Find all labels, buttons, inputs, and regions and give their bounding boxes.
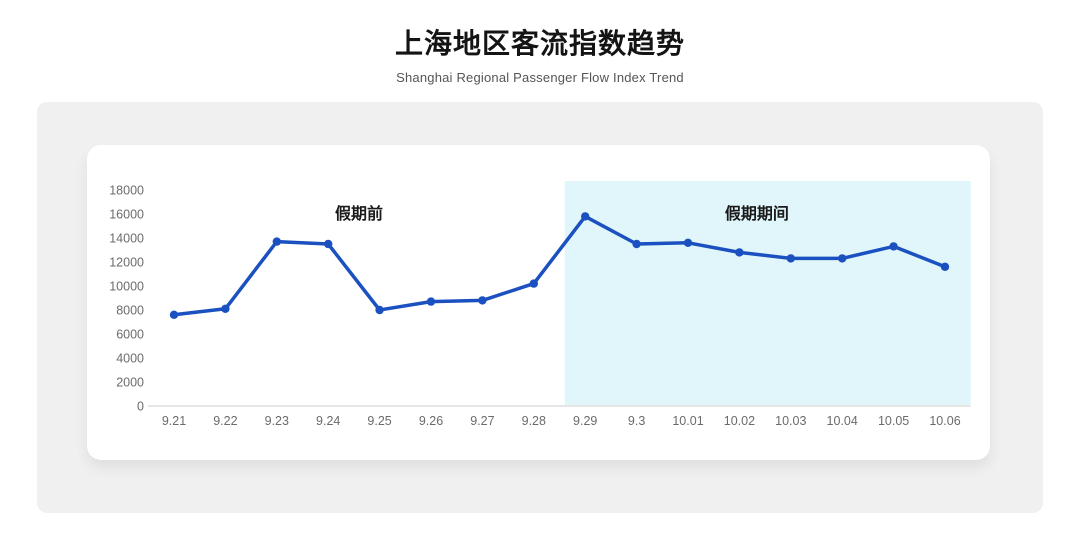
x-axis-tick-label: 9.23 (265, 414, 289, 428)
data-point (324, 239, 333, 249)
x-axis-tick-label: 9.29 (573, 414, 597, 428)
trend-line (172, 214, 947, 317)
y-axis-tick-label: 0 (137, 400, 144, 414)
data-point (786, 254, 795, 263)
data-point (529, 279, 538, 288)
x-axis-tick-label: 9.25 (367, 414, 391, 428)
x-axis-tick-label: 10.06 (929, 414, 960, 428)
x-axis-tick-label: 10.04 (827, 414, 858, 428)
x-axis-tick-label: 10.03 (775, 414, 806, 428)
chart-header: 上海地区客流指数趋势 Shanghai Regional Passenger F… (0, 22, 1080, 85)
holiday-highlight-region (564, 181, 971, 405)
x-axis-tick-label: 9.28 (522, 414, 546, 428)
passenger-flow-line-chart: 0 2000 4000 6000 8000 10000 12000 14000 16000 180… (109, 181, 971, 428)
y-axis-tick-label: 16000 (109, 208, 144, 222)
data-point (581, 212, 590, 221)
data-point (478, 296, 487, 305)
y-axis-tick-label: 10000 (109, 280, 144, 294)
data-point (221, 304, 230, 313)
data-point (838, 254, 847, 263)
y-axis-tick-label: 4000 (116, 352, 144, 366)
region-annotation-label: 假期前 (335, 204, 383, 223)
page-title: 上海地区客流指数趋势 (394, 28, 685, 59)
y-axis-tick-label: 18000 (109, 184, 144, 198)
data-point (169, 310, 179, 319)
x-axis-tick-label: 9.21 (162, 414, 186, 428)
x-axis-tick-label: 10.01 (672, 414, 703, 428)
data-point (426, 297, 436, 306)
data-point (375, 305, 384, 315)
x-axis-tick-label: 9.24 (316, 414, 340, 428)
x-axis-tick-label: 9.27 (470, 414, 494, 428)
x-axis-tick-label: 10.05 (878, 414, 909, 428)
y-axis-tick-label: 12000 (109, 256, 144, 270)
data-point (735, 248, 744, 257)
x-axis-tick-label: 9.26 (419, 414, 443, 428)
data-point (889, 242, 898, 251)
y-axis-tick-label: 2000 (116, 376, 144, 390)
data-point (940, 262, 950, 271)
y-axis-tick-label: 8000 (116, 304, 144, 318)
chart-card: 0 2000 4000 6000 8000 10000 12000 14000 16000 180… (87, 145, 990, 460)
x-axis-tick-label: 9.3 (628, 414, 645, 428)
data-point (272, 237, 281, 246)
x-axis-tick-label: 9.22 (213, 414, 237, 428)
data-point (683, 238, 693, 247)
data-point (632, 239, 641, 249)
x-axis-tick-label: 10.02 (724, 414, 755, 428)
y-axis-tick-label: 14000 (109, 232, 144, 246)
page-subtitle: Shanghai Regional Passenger Flow Index T… (396, 70, 684, 85)
chart-panel: 0 2000 4000 6000 8000 10000 12000 14000 16000 180… (37, 102, 1043, 513)
region-annotation-label: 假期期间 (725, 204, 789, 223)
y-axis-tick-label: 6000 (116, 328, 144, 342)
